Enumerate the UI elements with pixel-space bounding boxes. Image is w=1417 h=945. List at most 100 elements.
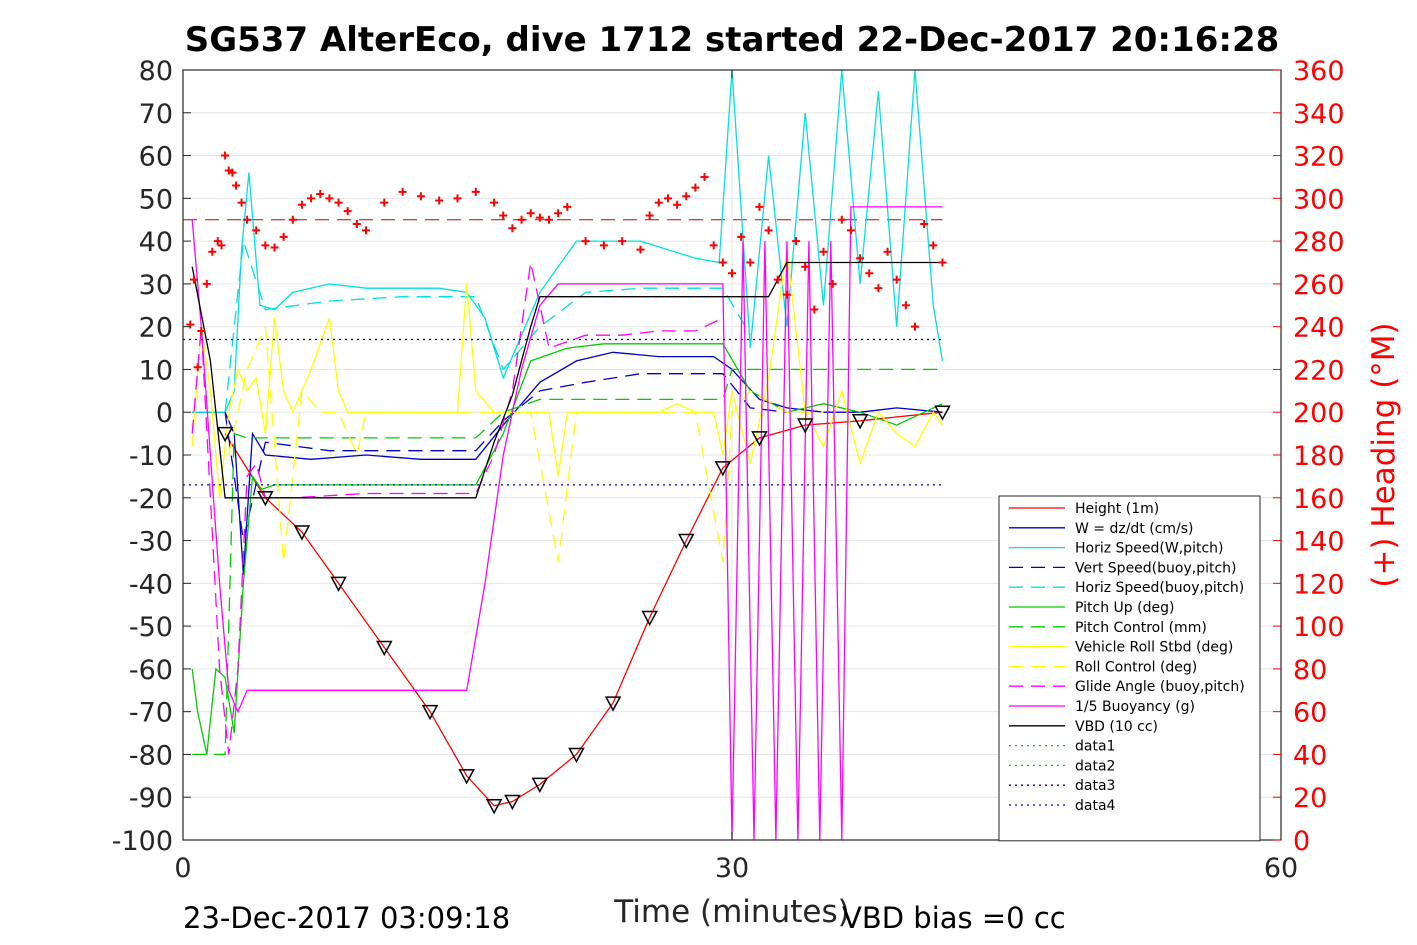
legend-entry: data4 bbox=[1075, 798, 1116, 814]
heading-point bbox=[828, 279, 837, 288]
heading-point bbox=[929, 241, 938, 250]
heading-point bbox=[718, 258, 727, 267]
heading-point bbox=[316, 190, 325, 199]
height-marker bbox=[796, 418, 814, 434]
heading-point bbox=[197, 326, 206, 335]
y-tick-label: -90 bbox=[129, 783, 173, 814]
heading-point bbox=[682, 192, 691, 201]
legend-entry: Vert Speed(buoy,pitch) bbox=[1075, 560, 1237, 576]
y-tick-label: 70 bbox=[139, 99, 173, 130]
y-tick-label: -50 bbox=[129, 612, 173, 643]
y-tick-label: -60 bbox=[129, 655, 173, 686]
heading-point bbox=[343, 207, 352, 216]
legend: Height (1m) W = dz/dt (cm/s) Horiz Speed(W… bbox=[998, 495, 1261, 842]
right-tick-label: 60 bbox=[1293, 698, 1327, 729]
heading-point bbox=[261, 241, 270, 250]
height-marker bbox=[568, 747, 585, 764]
right-tick-label: 40 bbox=[1293, 740, 1327, 771]
plot-area bbox=[183, 69, 951, 841]
height-marker bbox=[330, 576, 347, 592]
heading-point bbox=[307, 194, 316, 203]
heading-point bbox=[228, 168, 237, 177]
legend-entry: data3 bbox=[1075, 778, 1115, 794]
y-tick-label: -30 bbox=[129, 527, 173, 558]
height-marker bbox=[851, 414, 869, 430]
heading-point bbox=[186, 320, 195, 329]
heading-point bbox=[901, 301, 910, 310]
right-axis-label: (+) Heading (°M) bbox=[1366, 322, 1402, 587]
right-tick-label: 220 bbox=[1293, 355, 1345, 386]
heading-point bbox=[217, 241, 226, 250]
y-tick-label: 50 bbox=[139, 184, 173, 215]
legend-entry: Pitch Up (deg) bbox=[1075, 600, 1174, 616]
heading-point bbox=[700, 172, 709, 181]
heading-point bbox=[773, 275, 782, 284]
height-marker bbox=[604, 696, 622, 712]
chart-title: SG537 AlterEco, dive 1712 started 22-Dec… bbox=[185, 20, 1280, 60]
height-marker bbox=[376, 640, 393, 657]
heading-point bbox=[237, 198, 246, 207]
height-marker bbox=[504, 794, 521, 811]
heading-point bbox=[636, 245, 645, 254]
right-tick-label: 0 bbox=[1293, 826, 1310, 857]
heading-point bbox=[208, 247, 217, 256]
right-tick-label: 260 bbox=[1293, 270, 1345, 301]
heading-point bbox=[453, 194, 462, 203]
heading-point bbox=[202, 279, 211, 288]
heading-point bbox=[755, 202, 764, 211]
heading-point bbox=[654, 198, 663, 207]
right-tick-label: 340 bbox=[1293, 99, 1345, 130]
axes: 80706050403020100-10-20-30-40-50-60-70-8… bbox=[112, 56, 1345, 884]
series-line-9 bbox=[191, 262, 724, 755]
y-tick-label: -70 bbox=[129, 698, 173, 729]
heading-point bbox=[398, 187, 407, 196]
heading-point bbox=[911, 322, 919, 331]
right-tick-label: 20 bbox=[1293, 783, 1327, 814]
y-tick-label: -20 bbox=[129, 484, 173, 515]
right-tick-label: 180 bbox=[1293, 441, 1345, 472]
heading-point bbox=[837, 215, 846, 224]
heading-point bbox=[563, 202, 572, 211]
y-tick-label: 60 bbox=[139, 142, 173, 173]
height-marker bbox=[216, 426, 234, 443]
height-marker bbox=[421, 704, 439, 721]
height-marker bbox=[458, 769, 475, 785]
x-tick-label: 60 bbox=[1264, 853, 1298, 884]
heading-point bbox=[279, 232, 288, 241]
footer-timestamp: 23-Dec-2017 03:09:18 bbox=[183, 901, 510, 935]
legend-entry: W = dz/dt (cm/s) bbox=[1075, 521, 1194, 537]
heading-point bbox=[213, 237, 222, 246]
heading-point bbox=[193, 363, 202, 372]
height-marker bbox=[677, 533, 695, 550]
heading-point bbox=[581, 237, 590, 246]
height-marker bbox=[531, 777, 549, 793]
heading-point bbox=[554, 209, 563, 218]
heading-point bbox=[490, 198, 499, 207]
series-line-0 bbox=[224, 411, 943, 807]
heading-point bbox=[746, 258, 755, 267]
height-marker bbox=[485, 799, 503, 815]
heading-point bbox=[380, 198, 389, 207]
legend-entry: Horiz Speed(W,pitch) bbox=[1075, 541, 1223, 557]
legend-entry: VBD (10 cc) bbox=[1075, 719, 1158, 735]
x-tick-label: 0 bbox=[174, 853, 191, 884]
right-tick-label: 80 bbox=[1293, 655, 1327, 686]
legend-box bbox=[998, 495, 1261, 842]
heading-point bbox=[819, 247, 828, 256]
heading-point bbox=[416, 192, 425, 201]
heading-point bbox=[673, 200, 682, 209]
right-tick-label: 360 bbox=[1293, 56, 1345, 87]
heading-point bbox=[221, 151, 230, 160]
y-tick-label: 30 bbox=[139, 270, 173, 301]
heading-point bbox=[846, 226, 855, 235]
right-tick-label: 320 bbox=[1293, 142, 1345, 173]
heading-point bbox=[737, 232, 746, 241]
height-marker bbox=[641, 610, 658, 627]
heading-point bbox=[535, 213, 544, 222]
y-tick-label: 80 bbox=[139, 56, 173, 87]
x-axis-label: Time (minutes) bbox=[613, 894, 849, 930]
heading-point bbox=[883, 247, 892, 256]
heading-point bbox=[764, 226, 773, 235]
heading-point bbox=[252, 226, 261, 235]
footer-vbd-bias: VBD bias =0 cc bbox=[842, 901, 1066, 935]
